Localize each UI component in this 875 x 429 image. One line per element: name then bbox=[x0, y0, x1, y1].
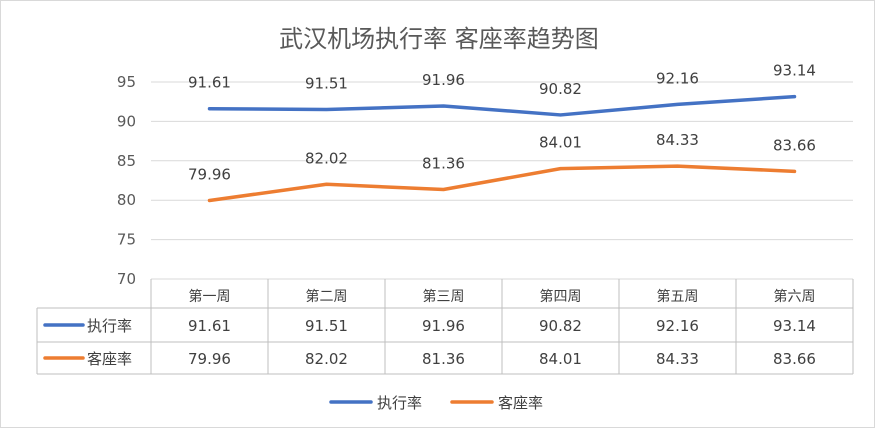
series-lines bbox=[207, 94, 797, 203]
chart-title: 武汉机场执行率 客座率趋势图 bbox=[279, 25, 599, 53]
table-series-name: 客座率 bbox=[87, 350, 132, 368]
data-label: 83.66 bbox=[773, 136, 816, 154]
series-line bbox=[207, 94, 797, 117]
table-cell: 81.36 bbox=[422, 350, 465, 368]
x-category-label: 第四周 bbox=[540, 288, 582, 305]
legend-label: 客座率 bbox=[498, 394, 543, 412]
table-series-name: 执行率 bbox=[87, 317, 132, 335]
data-labels: 91.61 91.51 91.96 90.82 92.16 93.14 79.96 82.02… bbox=[188, 62, 816, 184]
data-label: 91.61 bbox=[188, 74, 231, 92]
table-cell: 90.82 bbox=[539, 317, 582, 335]
x-category-label: 第二周 bbox=[306, 288, 348, 305]
data-label: 79.96 bbox=[188, 166, 231, 184]
table-cell: 92.16 bbox=[656, 317, 699, 335]
data-label: 93.14 bbox=[773, 62, 816, 80]
table-cell: 84.01 bbox=[539, 350, 582, 368]
table-cell: 91.61 bbox=[188, 317, 231, 335]
data-label: 84.33 bbox=[656, 131, 699, 149]
y-tick-label: 80 bbox=[117, 191, 136, 209]
x-category-label: 第一周 bbox=[189, 288, 231, 305]
legend: 执行率 客座率 bbox=[329, 394, 543, 412]
data-label: 82.02 bbox=[305, 149, 348, 167]
legend-label: 执行率 bbox=[377, 394, 422, 412]
y-tick-label: 85 bbox=[117, 152, 136, 170]
data-label: 84.01 bbox=[539, 134, 582, 152]
y-tick-label: 70 bbox=[117, 270, 136, 288]
data-label: 91.51 bbox=[305, 75, 348, 93]
y-tick-label: 75 bbox=[117, 231, 136, 249]
x-category-label: 第六周 bbox=[774, 288, 816, 305]
data-label: 92.16 bbox=[656, 69, 699, 87]
y-tick-label: 90 bbox=[117, 112, 136, 130]
x-category-label: 第三周 bbox=[423, 288, 465, 305]
data-label: 81.36 bbox=[422, 154, 465, 172]
data-label: 90.82 bbox=[539, 80, 582, 98]
table-cell: 91.96 bbox=[422, 317, 465, 335]
table-cell: 79.96 bbox=[188, 350, 231, 368]
table-cell: 82.02 bbox=[305, 350, 348, 368]
table-cell: 84.33 bbox=[656, 350, 699, 368]
table-cell: 91.51 bbox=[305, 317, 348, 335]
y-axis-ticks: 70 75 80 85 90 95 bbox=[117, 73, 136, 288]
table-cell: 93.14 bbox=[773, 317, 816, 335]
x-category-label: 第五周 bbox=[657, 288, 699, 305]
y-tick-label: 95 bbox=[117, 73, 136, 91]
data-label: 91.96 bbox=[422, 71, 465, 89]
series-line bbox=[207, 164, 797, 203]
table-cell: 83.66 bbox=[773, 350, 816, 368]
